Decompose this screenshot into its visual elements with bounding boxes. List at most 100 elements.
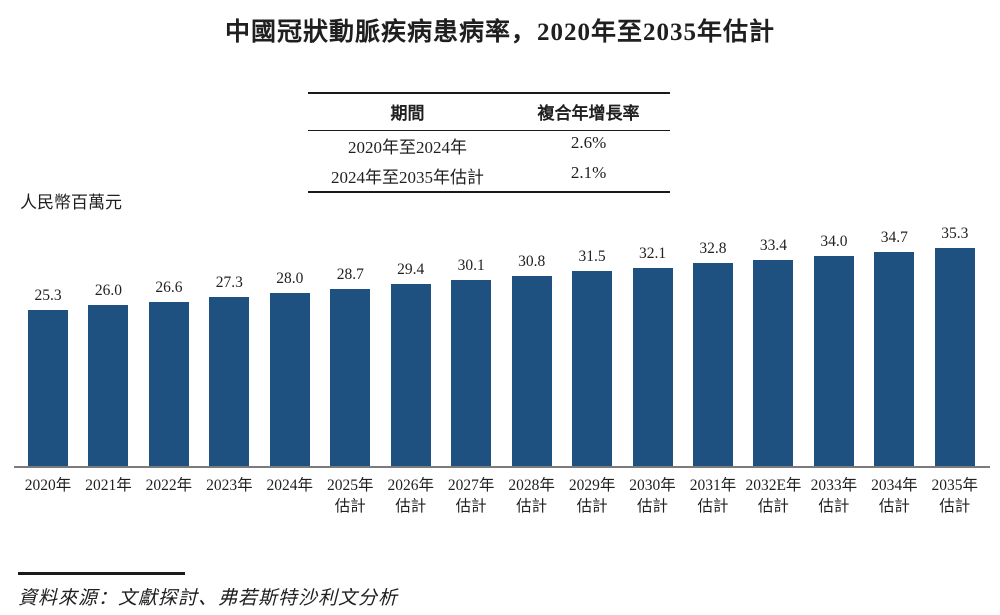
bar-value-label: 34.7	[880, 229, 908, 246]
x-axis-tick-label: 2025年估計	[320, 475, 380, 517]
bar	[269, 293, 310, 466]
bar	[632, 268, 673, 466]
x-axis-tick-label: 2033年估計	[804, 475, 864, 517]
bar-value-label: 30.1	[457, 257, 485, 274]
x-axis-tick-label: 2022年	[139, 475, 199, 517]
bar	[511, 276, 552, 466]
bar	[390, 284, 431, 466]
cagr-row-period: 2020年至2024年	[348, 138, 468, 157]
bar-value-label: 32.1	[638, 245, 667, 262]
bar-slot: 26.0	[78, 282, 138, 466]
x-axis-tick-label: 2020年	[18, 475, 78, 517]
x-axis-tick-year: 2024年	[266, 477, 314, 494]
cagr-table-header-cagr: 複合年增長率	[537, 104, 640, 123]
bar	[874, 252, 915, 466]
cagr-table: 期間 複合年增長率 2020年至2024年 2.6% 2024年至2035年估計…	[308, 92, 670, 193]
x-axis-tick-year: 2029年	[568, 477, 616, 494]
bar-slot: 34.7	[864, 229, 924, 466]
x-axis-tick-label: 2032E年 估計	[743, 475, 803, 517]
x-axis-tick-label: 2028年估計	[502, 475, 562, 517]
chart-title: 中國冠狀動脈疾病患病率，2020年至2035年估計	[224, 19, 775, 46]
x-axis-tick-label: 2027年估計	[441, 475, 501, 517]
bar-value-label: 34.0	[820, 233, 848, 250]
bar-slot: 32.8	[683, 240, 743, 466]
table-row: 2024年至2035年估計 2.1%	[308, 161, 670, 191]
bar-value-label: 27.3	[215, 274, 243, 291]
bar	[692, 263, 733, 466]
bar-value-label: 28.0	[276, 270, 304, 287]
bar-value-label: 33.4	[759, 237, 787, 254]
x-axis-line	[14, 466, 990, 468]
bar-slot: 28.7	[320, 266, 380, 466]
x-axis-tick-year: 2022年	[145, 477, 193, 494]
x-axis-tick-label: 2023年	[199, 475, 259, 517]
bar-value-label: 31.5	[578, 248, 606, 265]
bar-value-label: 26.6	[155, 279, 183, 296]
bar	[209, 297, 250, 466]
x-axis-tick-estimate-suffix: 估計	[516, 498, 548, 515]
cagr-row-value: 2.6%	[570, 133, 607, 152]
x-axis-tick-estimate-suffix: 估計	[757, 498, 789, 515]
x-axis-labels: 2020年 2021年 2022年 2023年 2024年 2025年 估計 2026年 估計 2…	[18, 475, 985, 517]
bar	[451, 280, 492, 466]
x-axis-tick-label: 2031年 估計	[683, 475, 743, 517]
x-axis-tick-year: 2027年	[447, 477, 495, 494]
x-axis-tick-year: 2028年	[508, 477, 555, 494]
x-axis-tick-estimate-suffix: 估計	[878, 498, 910, 515]
bar-slot: 29.4	[381, 261, 441, 466]
bar-value-label: 29.4	[397, 261, 425, 278]
bar-slot: 30.1	[441, 257, 501, 466]
bar	[572, 271, 613, 466]
x-axis-tick-estimate-suffix: 估計	[818, 498, 850, 515]
bar	[753, 260, 794, 466]
x-axis-tick-year: 2025年	[327, 477, 374, 494]
bar-value-label: 30.8	[518, 253, 546, 270]
x-axis-tick-estimate-suffix: 估計	[455, 498, 487, 515]
bar	[813, 256, 854, 466]
cagr-row-value: 2.1%	[570, 163, 607, 182]
bar	[28, 310, 68, 466]
bar	[330, 289, 371, 466]
bar-slot: 30.8	[502, 253, 562, 466]
source-divider-line	[18, 572, 185, 575]
x-axis-tick-year: 2023年	[206, 477, 253, 494]
x-axis-tick-estimate-suffix: 估計	[939, 498, 971, 515]
x-axis-tick-label: 2035年估計	[925, 475, 985, 517]
bar-slot: 28.0	[260, 270, 320, 466]
bar-slot: 35.3	[925, 225, 985, 466]
table-row: 2020年至2024年 2.6%	[308, 131, 670, 161]
bar-value-label: 32.8	[699, 240, 727, 257]
bar-slot: 26.6	[139, 279, 199, 466]
x-axis-tick-year: 2026年	[387, 477, 434, 494]
x-axis-tick-label: 2029年估計	[562, 475, 622, 517]
x-axis-tick-year: 2020年	[24, 477, 72, 494]
x-axis-tick-label: 2030年估計	[623, 475, 683, 517]
bar-slot: 33.4	[743, 237, 803, 466]
bar-slot: 34.0	[804, 233, 864, 466]
x-axis-tick-estimate-suffix: 估計	[697, 498, 729, 515]
x-axis-tick-label: 2026年估計	[381, 475, 441, 517]
x-axis-tick-year: 2030年	[629, 477, 676, 494]
source-note: 資料來源：文獻探討、弗若斯特沙利文分析	[18, 588, 399, 609]
x-axis-tick-label: 2021年	[78, 475, 138, 517]
bar-chart-plot-area: 25.3 26.0 26.6 27.3 28.0 28.7 29.4 30.1 30.8 31.5…	[18, 214, 985, 466]
bar	[148, 302, 189, 466]
x-axis-tick-estimate-suffix: 估計	[637, 498, 669, 515]
x-axis-tick-estimate-suffix: 估計	[395, 498, 427, 515]
x-axis-tick-year: 2035年	[931, 477, 979, 494]
x-axis-tick-year: 2033年	[810, 477, 858, 494]
x-axis-tick-label: 2024年	[260, 475, 320, 517]
x-axis-tick-label: 2034年 估計	[864, 475, 924, 517]
bar-slot: 32.1	[623, 245, 683, 466]
bar-slot: 25.3	[18, 287, 78, 466]
bar-slot: 31.5	[562, 248, 622, 466]
bar-value-label: 28.7	[336, 266, 364, 283]
cagr-table-header: 期間 複合年增長率	[308, 94, 670, 131]
y-axis-unit-label: 人民幣百萬元	[20, 193, 122, 212]
bar-value-label: 26.0	[94, 282, 123, 299]
x-axis-tick-estimate-suffix: 估計	[334, 498, 366, 515]
x-axis-tick-year: 2032E年	[745, 477, 802, 494]
bar	[88, 305, 129, 466]
x-axis-tick-estimate-suffix: 估計	[576, 498, 608, 515]
x-axis-tick-year: 2021年	[85, 477, 132, 494]
